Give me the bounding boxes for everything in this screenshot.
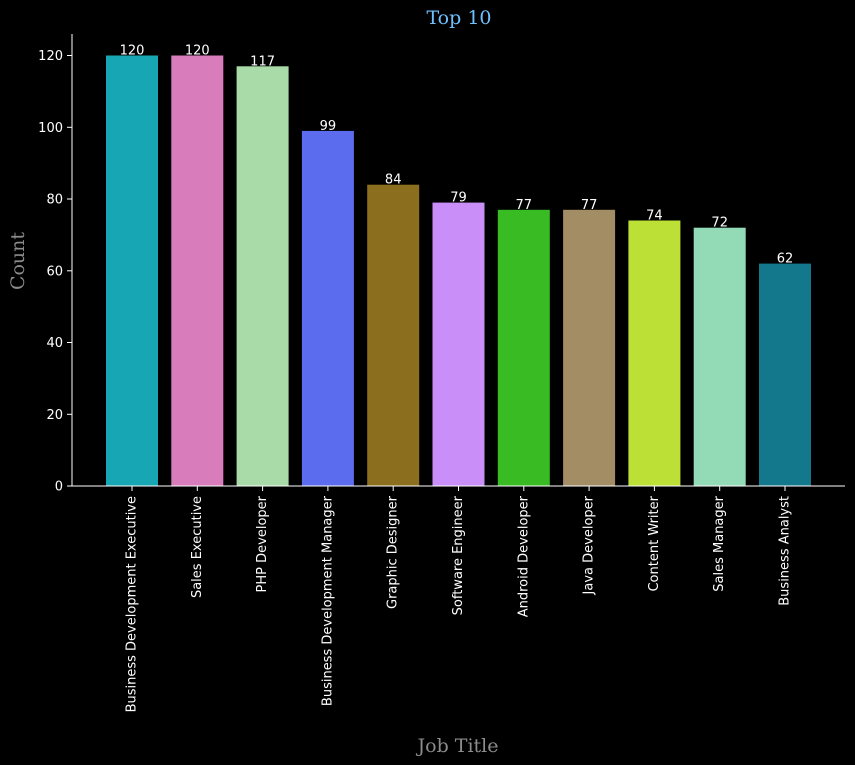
y-tick-label: 20: [46, 408, 63, 423]
bar-value-label: 72: [711, 216, 728, 231]
bar: [432, 202, 485, 486]
x-tick-label: Business Analyst: [778, 496, 793, 606]
bar-value-label: 62: [777, 252, 794, 267]
bar-value-label: 74: [646, 209, 663, 224]
bar-value-label: 99: [320, 119, 337, 134]
x-tick-label: Software Engineer: [451, 495, 466, 615]
y-tick-label: 80: [46, 193, 63, 208]
x-tick-label: Content Writer: [647, 495, 662, 591]
bar: [236, 66, 289, 487]
x-axis: Business Development Executive Sales Exec…: [125, 486, 793, 712]
chart-title: Top 10: [426, 7, 491, 29]
x-tick-label: Java Developer: [582, 495, 597, 595]
bar: [563, 209, 616, 487]
bar-value-label: 77: [581, 198, 598, 213]
bar: [106, 55, 158, 486]
value-labels-group: 120 120 117 99 84 79 77 77 74 72 62: [120, 44, 794, 267]
y-tick-label: 100: [38, 121, 63, 136]
x-tick-label: Sales Manager: [712, 495, 727, 591]
y-axis: 0 20 40 60 80 100 120: [38, 49, 72, 495]
bar-value-label: 120: [185, 44, 210, 59]
y-axis-title: Count: [7, 232, 29, 290]
x-axis-title: Job Title: [416, 735, 499, 757]
x-tick-label: Business Development Manager: [320, 495, 335, 706]
bar: [171, 55, 224, 486]
x-tick-label: Business Development Executive: [125, 496, 140, 712]
bar: [693, 227, 746, 486]
y-tick-label: 0: [55, 480, 63, 495]
x-tick-label: Sales Executive: [190, 496, 205, 598]
x-tick-label: Graphic Designer: [386, 495, 401, 609]
bar-value-label: 84: [385, 173, 402, 188]
y-tick-label: 60: [46, 264, 63, 279]
bar-value-label: 120: [120, 44, 145, 59]
x-tick-label: PHP Developer: [255, 495, 270, 592]
bar: [759, 263, 811, 486]
bar: [497, 209, 550, 487]
bar: [367, 184, 420, 486]
bar-value-label: 117: [250, 54, 275, 69]
bar: [301, 130, 354, 486]
y-tick-label: 40: [46, 336, 63, 351]
y-tick-label: 120: [38, 49, 63, 64]
bar-value-label: 77: [516, 198, 533, 213]
bar: [628, 220, 681, 486]
bars-group: [106, 55, 811, 487]
x-tick-label: Android Developer: [516, 495, 531, 617]
bar-value-label: 79: [450, 191, 467, 206]
